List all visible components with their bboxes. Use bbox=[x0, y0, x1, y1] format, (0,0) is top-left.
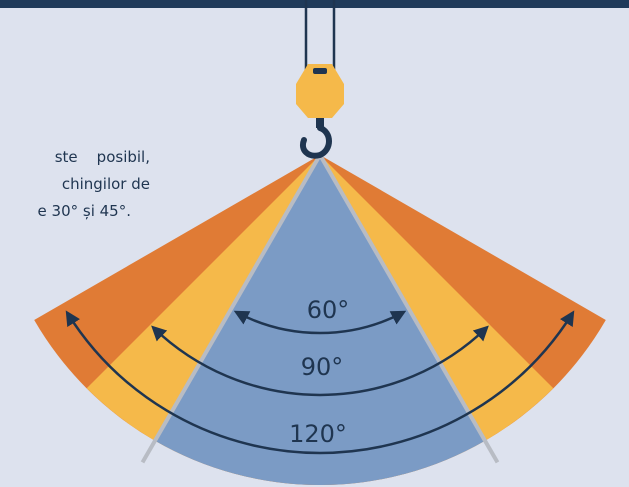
angle-label: 90° bbox=[301, 353, 344, 381]
sling-right bbox=[318, 153, 500, 464]
body-text: e 30° și 45°. bbox=[38, 202, 131, 220]
arc-90 bbox=[151, 325, 489, 397]
body-text: chingilor de bbox=[62, 175, 150, 193]
top-bar bbox=[0, 0, 629, 8]
angle-label: 120° bbox=[289, 420, 347, 448]
angle-label: 60° bbox=[307, 296, 350, 324]
sling-left bbox=[140, 153, 322, 464]
body-text: ste posibil, bbox=[55, 148, 150, 166]
arc-120 bbox=[65, 310, 575, 455]
crane-hook bbox=[296, 0, 344, 159]
